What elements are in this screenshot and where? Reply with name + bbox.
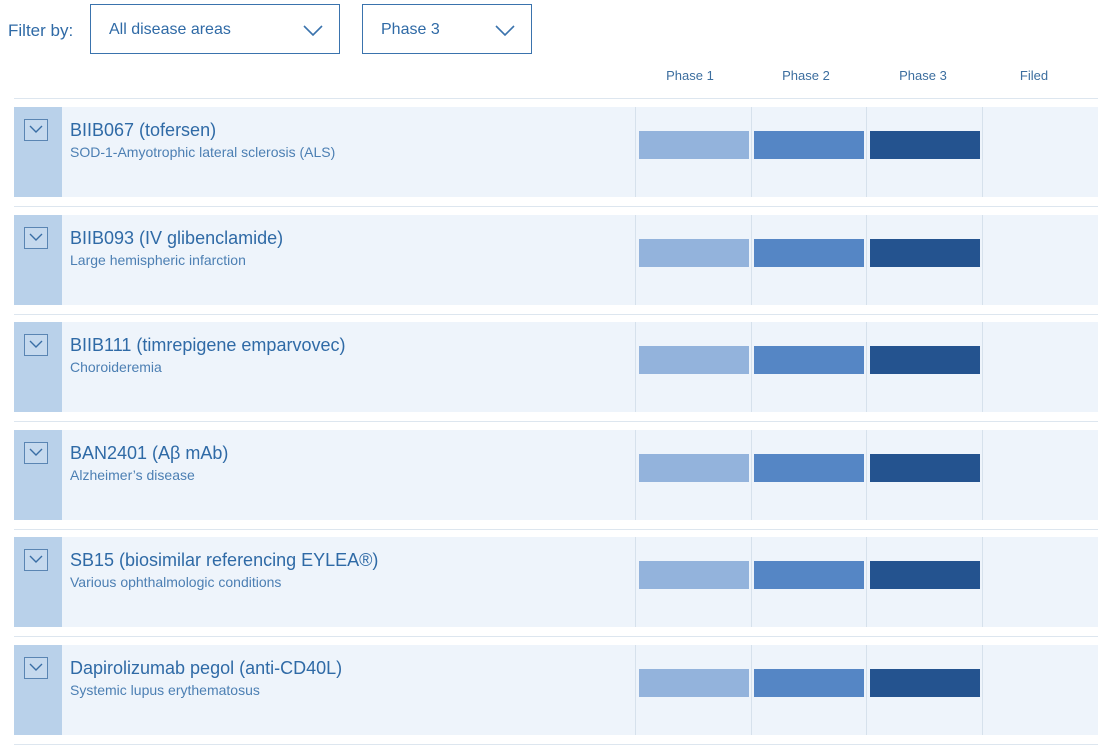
pipeline-row[interactable]: BIIB067 (tofersen) SOD-1-Amyotrophic late… [14,107,1098,197]
pipeline-row[interactable]: BIIB093 (IV glibenclamide) Large hemisphe… [14,215,1098,305]
phase-column-divider [982,215,983,305]
row-side-panel [14,430,62,520]
candidate-indication: Systemic lupus erythematosus [70,682,260,698]
row-side-panel [14,645,62,735]
phase-column-divider [635,537,636,627]
phase-column-divider [751,645,752,735]
phase-column-divider [635,430,636,520]
candidate-indication: Various ophthalmologic conditions [70,574,282,590]
phase-1-progress-bar [639,239,749,267]
phase-column-divider [982,537,983,627]
candidate-name: BIIB111 (timrepigene emparvovec) [70,335,346,355]
row-divider [14,529,1098,530]
phase-column-divider [866,537,867,627]
phase-column-divider [866,645,867,735]
phase-1-progress-bar [639,561,749,589]
pipeline-row[interactable]: BAN2401 (Aβ mAb) Alzheimer’s disease [14,430,1098,520]
phase-value: Phase 3 [381,21,440,38]
expand-toggle-button[interactable] [24,442,48,464]
expand-toggle-button[interactable] [24,549,48,571]
expand-toggle-button[interactable] [24,657,48,679]
filter-label: Filter by: [8,21,74,40]
row-side-panel [14,215,62,305]
row-side-panel [14,322,62,412]
pipeline-row[interactable]: Dapirolizumab pegol (anti-CD40L) Systemic… [14,645,1098,735]
phase-column-divider [635,322,636,412]
phase-header-filed: Filed [1019,68,1049,83]
candidate-name: BIIB093 (IV glibenclamide) [70,228,284,248]
phase-header-3: Phase 3 [899,68,947,83]
phase-3-progress-bar [870,346,980,374]
expand-toggle-button[interactable] [24,227,48,249]
row-divider [14,206,1098,207]
phase-column-divider [866,215,867,305]
phase-2-progress-bar [754,239,864,267]
row-divider [14,421,1098,422]
candidate-indication: Large hemispheric infarction [70,252,246,268]
row-side-panel [14,537,62,627]
disease-area-value: All disease areas [109,21,231,38]
phase-3-progress-bar [870,239,980,267]
table-top-divider [14,98,1098,99]
pipeline-row[interactable]: SB15 (biosimilar referencing EYLEA®) Vari… [14,537,1098,627]
phase-2-progress-bar [754,454,864,482]
phase-column-divider [635,215,636,305]
candidate-name: BIIB067 (tofersen) [70,120,217,140]
filter-bar: Filter by: All disease areas Phase 3 [0,0,1106,60]
chevron-down-icon [29,233,43,241]
chevron-down-icon [29,555,43,563]
phase-column-divider [635,107,636,197]
phase-column-divider [751,537,752,627]
row-divider [14,744,1098,745]
chevron-down-icon [303,25,323,36]
phase-column-divider [982,107,983,197]
phase-header-1: Phase 1 [666,68,714,83]
phase-1-progress-bar [639,669,749,697]
candidate-name: SB15 (biosimilar referencing EYLEA®) [70,550,379,570]
candidate-name: BAN2401 (Aβ mAb) [70,443,229,463]
chevron-down-icon [29,448,43,456]
phase-column-divider [635,645,636,735]
phase-column-divider [751,430,752,520]
phase-column-divider [751,215,752,305]
phase-column-divider [866,430,867,520]
phase-1-progress-bar [639,346,749,374]
disease-area-select[interactable]: All disease areas [90,4,340,54]
phase-column-divider [751,322,752,412]
phase-2-progress-bar [754,346,864,374]
candidate-indication: SOD-1-Amyotrophic lateral sclerosis (ALS… [70,144,336,160]
phase-select[interactable]: Phase 3 [362,4,532,54]
phase-1-progress-bar [639,131,749,159]
phase-column-divider [982,430,983,520]
expand-toggle-button[interactable] [24,119,48,141]
candidate-name: Dapirolizumab pegol (anti-CD40L) [70,658,343,678]
phase-column-divider [982,322,983,412]
phase-3-progress-bar [870,561,980,589]
phase-column-divider [866,322,867,412]
row-divider [14,314,1098,315]
expand-toggle-button[interactable] [24,334,48,356]
phase-header-2: Phase 2 [782,68,830,83]
phase-2-progress-bar [754,131,864,159]
row-side-panel [14,107,62,197]
phase-2-progress-bar [754,561,864,589]
candidate-indication: Alzheimer’s disease [70,467,195,483]
phase-3-progress-bar [870,131,980,159]
phase-3-progress-bar [870,454,980,482]
phase-column-divider [866,107,867,197]
phase-column-divider [751,107,752,197]
phase-2-progress-bar [754,669,864,697]
row-divider [14,636,1098,637]
chevron-down-icon [29,340,43,348]
phase-3-progress-bar [870,669,980,697]
candidate-indication: Choroideremia [70,359,162,375]
phase-column-divider [982,645,983,735]
pipeline-row[interactable]: BIIB111 (timrepigene emparvovec) Choroide… [14,322,1098,412]
chevron-down-icon [29,125,43,133]
phase-1-progress-bar [639,454,749,482]
chevron-down-icon [29,663,43,671]
chevron-down-icon [495,25,515,36]
